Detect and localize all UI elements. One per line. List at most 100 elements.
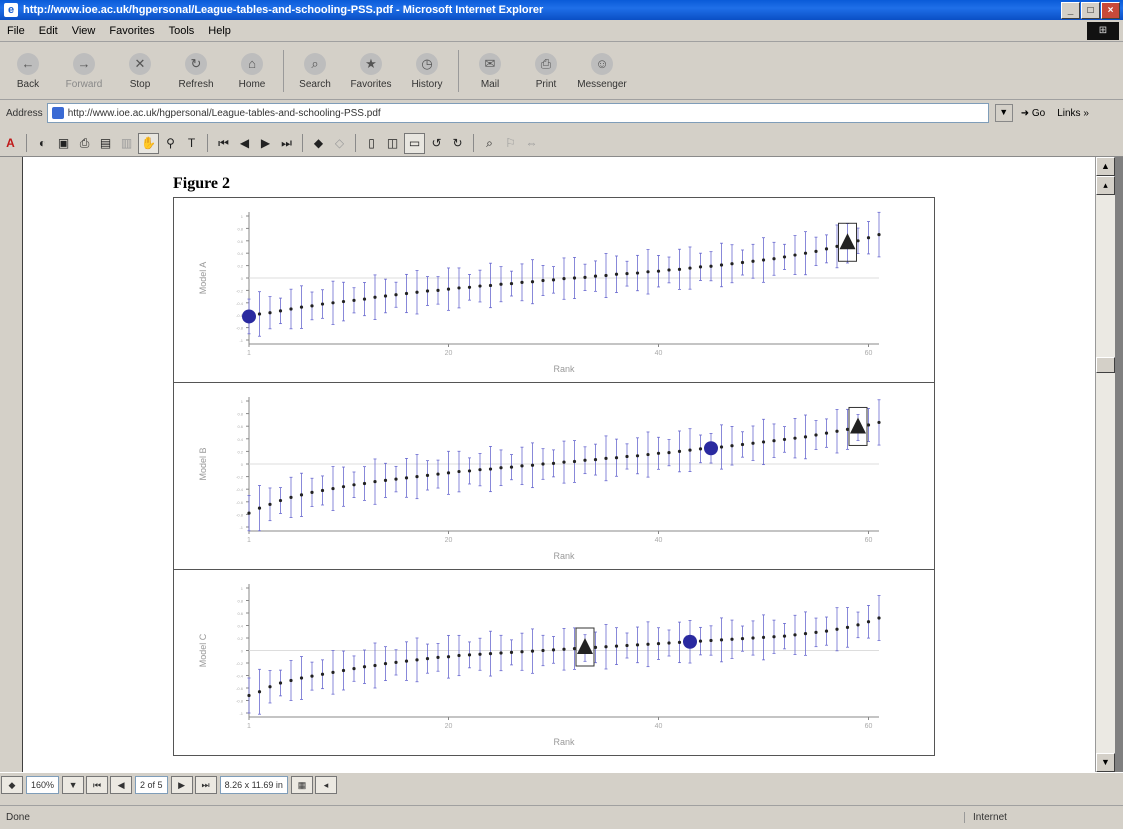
menu-help[interactable]: Help — [208, 25, 231, 37]
acrobat-logo-icon[interactable]: A — [6, 135, 15, 150]
y-tick-label: 0 — [241, 462, 244, 467]
data-point — [257, 506, 262, 510]
data-point — [268, 311, 272, 315]
menu-favorites[interactable]: Favorites — [109, 25, 155, 37]
go-button[interactable]: ➜ Go — [1021, 108, 1046, 119]
bookmark-pane-gutter[interactable] — [0, 157, 23, 772]
page-number-field[interactable]: 2 of 5 — [135, 776, 168, 794]
refresh-button[interactable]: ↻ Refresh — [168, 46, 224, 96]
print-button[interactable]: ⎙ Print — [518, 46, 574, 96]
data-point — [856, 623, 860, 627]
scroll-down-icon[interactable]: ▼ — [1096, 753, 1115, 772]
data-point — [446, 471, 451, 475]
menu-tools[interactable]: Tools — [168, 25, 195, 37]
data-point — [268, 685, 272, 689]
data-point — [541, 462, 545, 466]
save-icon[interactable]: ▣ — [57, 135, 70, 150]
home-button[interactable]: ⌂ Home — [224, 46, 280, 96]
data-point — [289, 307, 293, 311]
next-page-button[interactable]: ▶ — [170, 776, 193, 794]
zoom-menu-icon[interactable]: ◆ — [1, 776, 23, 794]
search-web-icon[interactable]: ⚐ — [505, 135, 516, 150]
data-point — [656, 642, 661, 646]
close-button[interactable]: × — [1101, 1, 1120, 19]
horizontal-scroll-left-icon[interactable]: ◂ — [314, 776, 337, 794]
navigation-pane-icon[interactable]: ▤ — [99, 135, 112, 150]
data-point — [709, 264, 713, 268]
data-point — [761, 258, 766, 262]
scroll-up-icon[interactable]: ▲ — [1096, 157, 1115, 176]
links-button[interactable]: Links » — [1057, 107, 1089, 119]
search-button[interactable]: ⌕ Search — [287, 46, 343, 96]
minimize-button[interactable]: _ — [1061, 1, 1080, 19]
history-button[interactable]: ◷ History — [399, 46, 455, 96]
data-point — [646, 270, 650, 274]
last-page-icon[interactable]: ⏭ — [281, 135, 292, 150]
stop-button[interactable]: ✕ Stop — [112, 46, 168, 96]
data-point — [866, 236, 871, 240]
data-point — [289, 495, 293, 499]
previous-page-icon[interactable]: ◀ — [239, 135, 250, 150]
zoom-field[interactable]: 160% — [26, 776, 60, 794]
y-axis-label: Model B — [198, 447, 208, 480]
last-page-button[interactable]: ⏭ — [194, 776, 217, 794]
favorites-label: Favorites — [350, 78, 392, 90]
data-point — [247, 693, 251, 698]
messenger-button[interactable]: ☺ Messenger — [574, 46, 630, 96]
menu-edit[interactable]: Edit — [38, 25, 58, 37]
x-axis-label: Rank — [553, 737, 575, 747]
data-point — [730, 444, 734, 448]
x-tick-label: 60 — [865, 537, 873, 544]
data-point — [499, 282, 503, 286]
rotate-left-icon[interactable]: ↺ — [431, 135, 442, 150]
back-button[interactable]: ← Back — [0, 46, 56, 96]
data-point — [404, 476, 409, 480]
page-layout-icon[interactable]: ▦ — [290, 776, 313, 794]
x-tick-label: 20 — [445, 350, 453, 357]
data-point — [394, 293, 398, 297]
search-icon: ⌕ — [304, 52, 326, 75]
address-url[interactable]: http://www.ioe.ac.uk/hgpersonal/League-t… — [67, 107, 381, 119]
hand-tool-icon[interactable]: ✋ — [138, 132, 159, 154]
fit-page-icon[interactable]: ◫ — [386, 135, 399, 150]
zoom-tool-icon[interactable]: ⚲ — [166, 135, 175, 150]
page-size-field: 8.26 x 11.69 in — [219, 776, 288, 794]
first-page-icon[interactable]: ⏮ — [218, 135, 229, 150]
find-binoculars-icon[interactable]: ⌕ — [486, 135, 493, 150]
previous-page-button[interactable]: ◀ — [110, 776, 133, 794]
go-back-view-icon[interactable]: ◆ — [313, 135, 324, 150]
figure-title: Figure 2 — [173, 175, 231, 192]
maximize-button[interactable]: □ — [1081, 1, 1100, 19]
thumbnails-icon[interactable]: ▥ — [120, 135, 133, 150]
data-point — [730, 637, 734, 641]
zoom-dropdown-icon[interactable]: ▼ — [62, 776, 85, 794]
highlight-triangle-box — [575, 627, 595, 667]
data-point — [698, 265, 703, 269]
menu-view[interactable]: View — [71, 25, 96, 37]
first-page-button[interactable]: ⏮ — [86, 776, 109, 794]
data-point — [656, 269, 661, 273]
forward-button[interactable]: → Forward — [56, 46, 112, 96]
go-forward-view-icon[interactable]: ◇ — [334, 135, 345, 150]
rotate-right-icon[interactable]: ↻ — [452, 135, 463, 150]
address-input[interactable]: http://www.ioe.ac.uk/hgpersonal/League-t… — [46, 103, 989, 123]
scroll-thumb[interactable] — [1096, 357, 1115, 373]
mail-button[interactable]: ✉ Mail — [462, 46, 518, 96]
favorites-button[interactable]: ★ Favorites — [343, 46, 399, 96]
data-point — [719, 445, 724, 449]
menu-file[interactable]: File — [7, 25, 25, 37]
scroll-page-up-icon[interactable]: ▴ — [1096, 176, 1115, 195]
web-links-icon[interactable]: ⇔ — [525, 135, 538, 150]
address-dropdown-chevron-icon[interactable]: ▼ — [994, 104, 1013, 122]
acrobat-separator — [302, 134, 303, 152]
actual-size-icon[interactable]: ▯ — [368, 135, 375, 150]
data-point — [299, 493, 304, 497]
fit-width-icon[interactable]: ▭ — [404, 132, 425, 154]
vertical-scrollbar[interactable]: ▲ ▴ ▼ — [1095, 157, 1115, 772]
next-page-icon[interactable]: ▶ — [260, 135, 271, 150]
text-select-icon[interactable]: T — [187, 135, 196, 150]
print-icon[interactable]: ⎙ — [79, 135, 90, 150]
y-tick-label: 0.2 — [237, 449, 243, 454]
acrobat-show-hide-icon[interactable]: ◐ — [38, 135, 47, 150]
data-point — [772, 635, 776, 639]
